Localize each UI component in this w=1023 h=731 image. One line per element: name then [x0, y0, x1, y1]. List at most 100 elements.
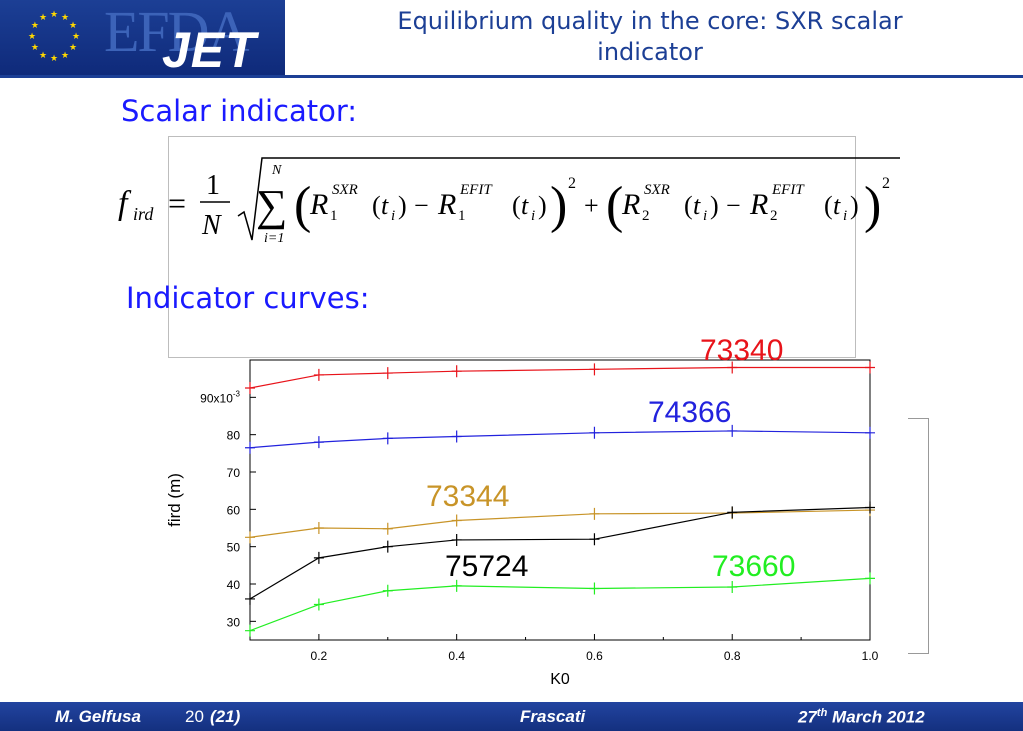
- x-axis-label: K0: [550, 671, 570, 688]
- header-divider: [0, 75, 1023, 78]
- svg-text:−: −: [414, 191, 429, 220]
- series-line-74366: [249, 430, 871, 449]
- slide-header: ★ ★ ★ ★ ★ ★ ★ ★ ★ ★ ★ ★ EFDA JET Equilibrium qualit…: [0, 0, 1023, 78]
- svg-text:2: 2: [770, 208, 778, 224]
- sum-lower: i=1: [264, 231, 284, 246]
- svg-text:(: (: [684, 191, 693, 220]
- svg-text:(: (: [512, 191, 521, 220]
- data-point-75724: [589, 533, 600, 546]
- y-tick-label: 70: [227, 466, 241, 480]
- section-indicator-curves: Indicator curves:: [126, 281, 370, 315]
- svg-text:t: t: [521, 191, 529, 220]
- data-point-73340: [865, 361, 875, 374]
- data-point-73660: [382, 584, 393, 597]
- svg-text:i: i: [531, 208, 535, 224]
- svg-text:2: 2: [568, 175, 576, 192]
- data-point-74366: [451, 430, 462, 443]
- svg-text:★: ★: [39, 51, 47, 61]
- svg-text:(: (: [294, 177, 311, 234]
- slide-title-line2: indicator: [597, 38, 703, 66]
- svg-text:): ): [850, 191, 859, 220]
- scalar-indicator-formula: f ird = 1 N N ∑ i=1 ( R SXR 1 ( t i ) − …: [118, 157, 900, 246]
- data-point-73340: [727, 361, 738, 374]
- formula-N: N: [201, 210, 222, 241]
- data-point-73344: [589, 507, 600, 520]
- r1-sxr-sup: SXR: [332, 182, 358, 198]
- svg-text:R: R: [621, 188, 640, 221]
- series-line-73340: [249, 366, 870, 389]
- data-point-73344: [451, 514, 462, 527]
- svg-text:★: ★: [61, 51, 69, 61]
- data-point-73340: [245, 382, 255, 394]
- footer-place: Frascati: [520, 707, 586, 726]
- data-point-73340: [451, 365, 462, 378]
- data-point-73344: [313, 522, 324, 534]
- svg-text:★: ★: [61, 13, 69, 23]
- y-tick-label: 90x10-3: [200, 389, 240, 405]
- svg-text:i: i: [391, 208, 395, 224]
- slide-title-line1: Equilibrium quality in the core: SXR sca…: [397, 7, 903, 35]
- data-point-74366: [727, 424, 738, 437]
- svg-text:+: +: [584, 191, 599, 220]
- x-tick-label: 0.8: [724, 649, 741, 663]
- svg-text:): ): [710, 191, 719, 220]
- slide-title: Equilibrium quality in the core: SXR sca…: [300, 6, 1000, 68]
- svg-text:=: =: [168, 185, 186, 221]
- svg-text:★: ★: [31, 21, 39, 31]
- formula-one: 1: [206, 170, 220, 201]
- footer-page-total: (21): [210, 707, 241, 726]
- data-point-73660: [589, 582, 600, 595]
- data-point-75724: [727, 506, 738, 519]
- formula-lhs: f: [118, 185, 132, 222]
- svg-text:1: 1: [458, 208, 466, 224]
- y-tick-label: 40: [227, 578, 241, 592]
- svg-text:★: ★: [39, 13, 47, 23]
- r2-efit-sup: EFIT: [771, 182, 805, 198]
- series-label-73660: 73660: [712, 550, 796, 583]
- svg-text:★: ★: [69, 21, 77, 31]
- svg-text:★: ★: [31, 43, 39, 53]
- r2-sxr-sup: SXR: [644, 182, 670, 198]
- data-point-73660: [727, 580, 738, 593]
- data-point-73660: [245, 624, 255, 637]
- svg-text:★: ★: [69, 43, 77, 53]
- eu-stars-icon: ★ ★★★★★★★★★★★: [28, 10, 80, 64]
- chart-bracket: [908, 418, 929, 654]
- svg-text:∑: ∑: [256, 181, 287, 230]
- svg-text:t: t: [833, 191, 841, 220]
- svg-text:★: ★: [50, 54, 58, 64]
- svg-text:R: R: [749, 188, 768, 221]
- series-label-75724: 75724: [445, 550, 529, 583]
- svg-text:★: ★: [50, 10, 58, 20]
- data-point-74366: [382, 432, 393, 445]
- x-tick-label: 1.0: [862, 649, 879, 663]
- svg-text:t: t: [693, 191, 701, 220]
- series-label-73340: 73340: [700, 334, 784, 367]
- logo-efda-text: EFDA: [104, 0, 249, 64]
- footer-page: 20: [185, 707, 204, 726]
- data-point-73344: [245, 531, 255, 544]
- x-tick-label: 0.2: [311, 649, 328, 663]
- data-point-73340: [382, 367, 393, 380]
- svg-text:): ): [864, 177, 881, 234]
- y-axis-label: fird (m): [165, 473, 184, 527]
- formula-frame: [168, 136, 856, 358]
- x-tick-label: 0.6: [586, 649, 603, 663]
- data-point-75724: [313, 551, 324, 564]
- svg-text:(: (: [824, 191, 833, 220]
- svg-text:★: ★: [72, 32, 80, 42]
- data-point-75724: [245, 592, 255, 605]
- y-tick-label: 50: [227, 541, 241, 555]
- data-point-75724: [865, 501, 875, 514]
- svg-text:R: R: [309, 188, 328, 221]
- data-point-73660: [313, 598, 324, 611]
- efda-jet-logo: ★ ★ ★ ★ ★ ★ ★ ★ ★ ★ ★ ★ EFDA JET: [0, 0, 285, 78]
- data-point-73340: [313, 368, 324, 381]
- section-scalar-indicator: Scalar indicator:: [121, 94, 358, 128]
- logo-jet-text: JET: [162, 22, 257, 78]
- data-point-74366: [589, 426, 600, 439]
- indicator-curves-chart: 0.2 0.4 0.6 0.8 1.0 30 40 50 60 70 80 90x10-3 K0 fird…: [165, 359, 879, 688]
- plot-frame: [249, 359, 871, 641]
- data-point-75724: [451, 533, 462, 546]
- data-point-74366: [865, 426, 875, 439]
